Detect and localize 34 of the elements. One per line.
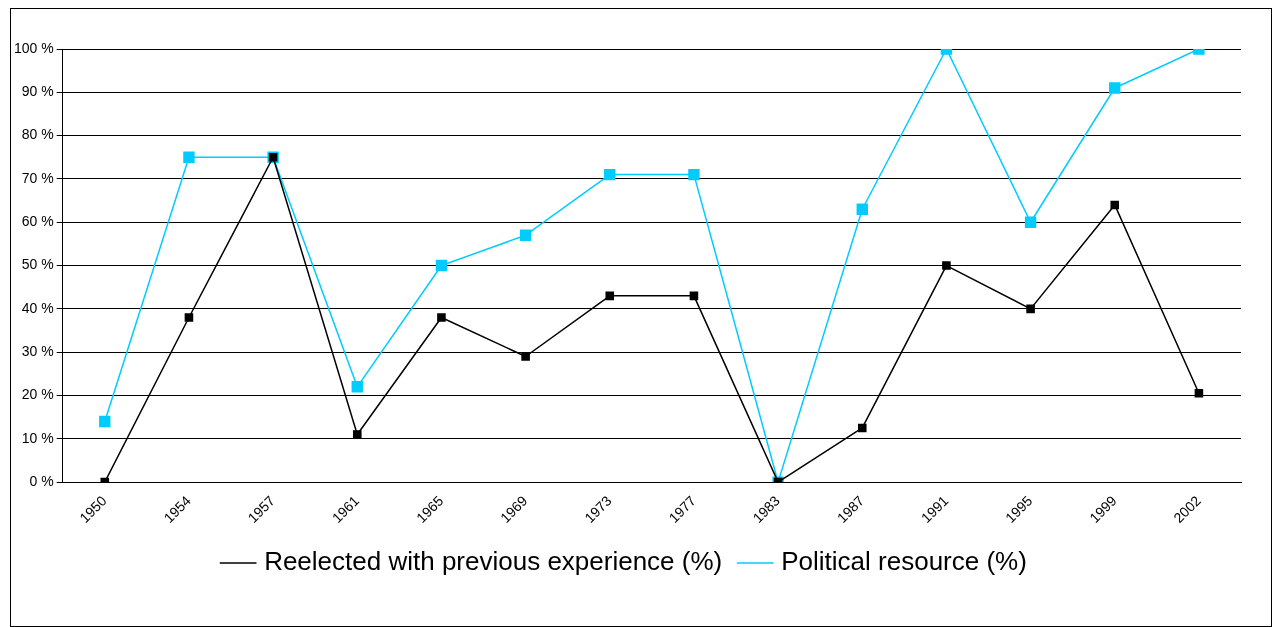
y-tick-label: 70 %	[21, 169, 54, 186]
point	[435, 259, 448, 272]
point	[521, 352, 530, 361]
point	[519, 229, 532, 241]
legend-label: Reelected with previous experience (%)	[264, 546, 723, 577]
y-tick-label: 40 %	[21, 299, 54, 316]
y-tick-label: 100 %	[13, 39, 54, 56]
point	[99, 415, 111, 428]
point	[437, 313, 446, 322]
point	[856, 203, 868, 215]
y-tick-label: 10 %	[21, 429, 54, 446]
point	[1194, 389, 1204, 398]
point	[1026, 304, 1035, 314]
y-tick-label: 0 %	[29, 472, 54, 489]
point	[352, 430, 362, 439]
legend-label: Political resource (%)	[781, 546, 1027, 577]
point	[942, 261, 951, 270]
y-tick-label: 60 %	[21, 213, 54, 230]
point	[688, 168, 700, 181]
point	[605, 291, 615, 301]
point	[857, 423, 867, 433]
y-tick-label: 20 %	[21, 386, 54, 403]
y-tick-label: 50 %	[21, 256, 54, 273]
y-tick-label: 90 %	[21, 83, 54, 100]
point	[1109, 82, 1121, 94]
point	[1110, 200, 1120, 210]
point	[604, 168, 616, 181]
point	[184, 313, 194, 322]
y-tick-label: 80 %	[21, 126, 54, 143]
point	[1024, 216, 1037, 228]
point	[351, 381, 363, 393]
y-tick-label: 30 %	[21, 343, 54, 360]
point	[183, 151, 195, 163]
point	[689, 291, 699, 301]
